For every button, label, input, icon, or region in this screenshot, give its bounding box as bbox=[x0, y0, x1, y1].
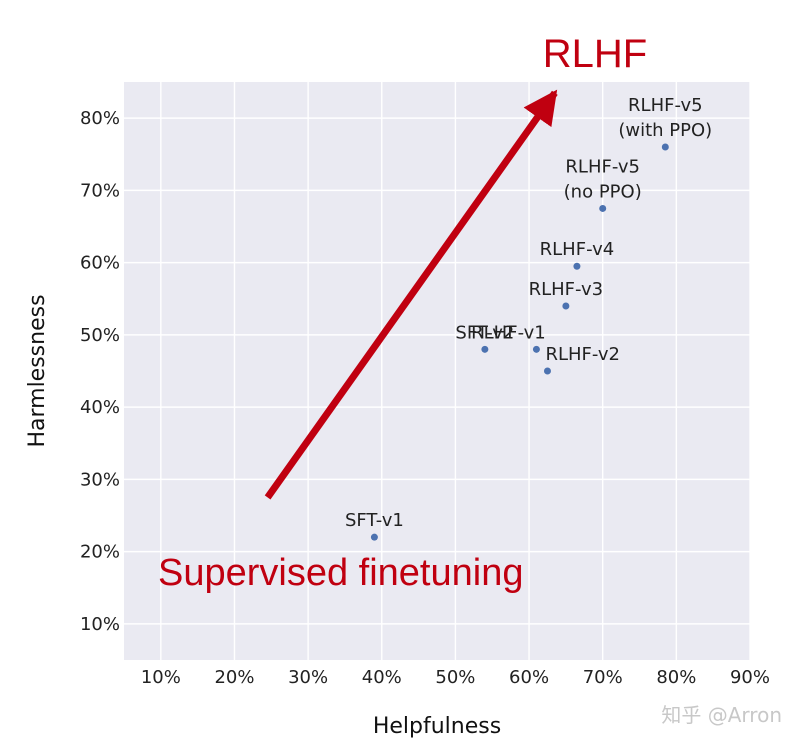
data-point bbox=[370, 533, 378, 541]
y-tick-label: 70% bbox=[80, 180, 120, 201]
data-point bbox=[481, 345, 489, 353]
data-points bbox=[370, 143, 669, 541]
plot-area bbox=[124, 82, 750, 660]
y-tick-label: 40% bbox=[80, 397, 120, 418]
point-label: (with PPO) bbox=[618, 120, 712, 141]
point-label: SFT-v2 bbox=[455, 322, 514, 343]
y-tick-label: 50% bbox=[80, 325, 120, 346]
data-point bbox=[532, 345, 540, 353]
y-axis-title: Harmlessness bbox=[25, 294, 50, 447]
data-point bbox=[543, 367, 551, 375]
data-point bbox=[661, 143, 669, 151]
data-point bbox=[562, 302, 570, 310]
point-label: RLHF-v3 bbox=[529, 279, 604, 300]
point-label: RLHF-v1 bbox=[471, 322, 546, 343]
trend-arrow bbox=[264, 89, 558, 500]
point-label: RLHF-v5 bbox=[565, 156, 640, 177]
y-tick-label: 20% bbox=[80, 542, 120, 563]
x-tick-label: 90% bbox=[730, 667, 770, 688]
point-label: SFT-v1 bbox=[345, 510, 404, 531]
x-tick-label: 50% bbox=[435, 667, 475, 688]
point-label: RLHF-v5 bbox=[628, 95, 703, 116]
data-point bbox=[573, 262, 581, 270]
x-tick-label: 60% bbox=[509, 667, 549, 688]
point-label: RLHF-v4 bbox=[540, 239, 615, 260]
x-axis-title: Helpfulness bbox=[373, 714, 501, 739]
y-tick-label: 80% bbox=[80, 108, 120, 129]
x-tick-labels: 10% 20% 30% 40% 50% 60% 70% 80% 90% bbox=[141, 667, 770, 688]
data-point bbox=[599, 204, 607, 212]
annotation-supervised-finetuning: Supervised finetuning bbox=[158, 552, 523, 594]
point-label: (no PPO) bbox=[564, 181, 642, 202]
x-tick-label: 80% bbox=[656, 667, 696, 688]
x-tick-label: 30% bbox=[288, 667, 328, 688]
y-tick-label: 30% bbox=[80, 469, 120, 490]
y-tick-label: 60% bbox=[80, 253, 120, 274]
annotation-rlhf: RLHF bbox=[543, 32, 647, 76]
x-tick-label: 20% bbox=[214, 667, 254, 688]
x-tick-label: 40% bbox=[362, 667, 402, 688]
x-tick-label: 70% bbox=[583, 667, 623, 688]
y-tick-label: 10% bbox=[80, 614, 120, 635]
x-tick-label: 10% bbox=[141, 667, 181, 688]
y-tick-labels: 10% 20% 30% 40% 50% 60% 70% 80% bbox=[80, 108, 120, 635]
watermark: 知乎 @Arron bbox=[661, 703, 782, 727]
point-label: RLHF-v2 bbox=[545, 344, 620, 365]
